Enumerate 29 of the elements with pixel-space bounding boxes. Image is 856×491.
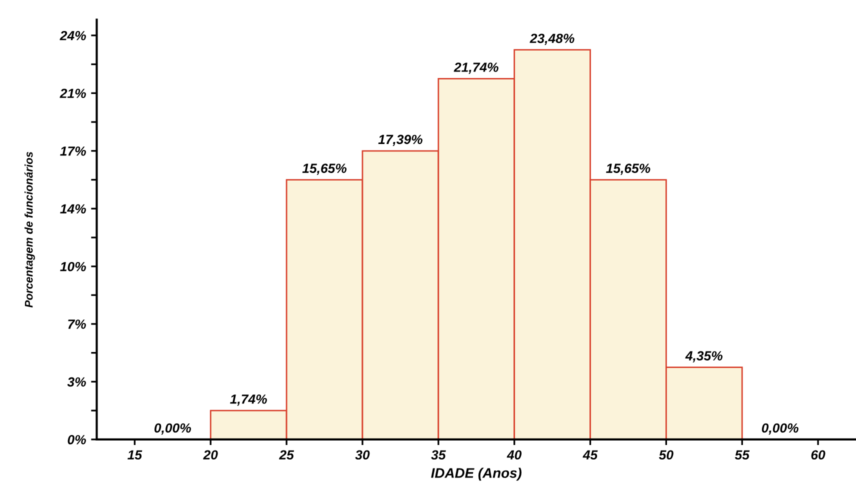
data-label: 0,00% (762, 423, 798, 435)
x-tick-label: 45 (582, 450, 598, 460)
data-label: 4,35% (685, 351, 722, 362)
y-axis-title: Porcentagem de funcionários (24, 152, 35, 308)
x-tick-label: 40 (506, 450, 522, 460)
x-tick-label: 60 (811, 450, 826, 460)
x-tick-label: 50 (658, 450, 674, 460)
y-tick-label: 14% (60, 204, 86, 214)
data-label: 15,65% (606, 164, 650, 175)
y-tick-label: 24% (60, 30, 86, 40)
x-tick-label: 25 (279, 450, 294, 460)
data-label: 15,65% (302, 164, 347, 175)
x-tick-label: 55 (734, 450, 750, 460)
y-tick-label: 3% (67, 377, 86, 387)
y-tick-label: 7% (68, 320, 86, 329)
x-tick-label: 15 (128, 450, 142, 460)
x-axis-title: IDADE (Anos) (431, 468, 522, 481)
x-tick-label: 30 (355, 450, 370, 460)
y-tick-label: 21% (60, 88, 86, 98)
y-tick-label: 17% (60, 146, 86, 156)
data-label: 1,74% (230, 394, 267, 406)
data-label: 21,74% (454, 62, 498, 74)
data-label: 17,39% (378, 134, 422, 146)
data-label: 23,48% (530, 34, 574, 45)
y-tick-label: 0% (68, 435, 86, 444)
data-label: 0,00% (154, 423, 191, 435)
y-tick-label: 10% (60, 262, 86, 272)
x-tick-label: 35 (431, 450, 446, 460)
x-tick-label: 20 (203, 450, 218, 460)
